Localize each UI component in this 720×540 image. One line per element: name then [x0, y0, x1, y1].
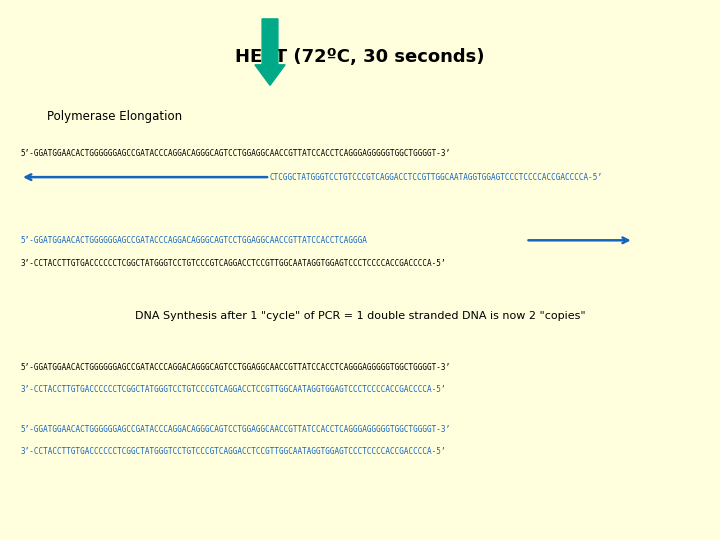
Text: 5’-GGATGGAACACTGGGGGGAGCCGATACCCAGGACAGGGCAGTCCTGGAGGCAACCGTTATCCACCTCAGGGA: 5’-GGATGGAACACTGGGGGGAGCCGATACCCAGGACAGG…	[20, 236, 367, 245]
Text: HEAT (72ºC, 30 seconds): HEAT (72ºC, 30 seconds)	[235, 48, 485, 66]
Text: Polymerase Elongation: Polymerase Elongation	[47, 110, 182, 123]
Text: 3’-CCTACCTTGTGACCCCCCTCGGCTATGGGTCCTGTCCCGTCAGGACCTCCGTTGGCAATAGGTGGAGTCCCTCCCCA: 3’-CCTACCTTGTGACCCCCCTCGGCTATGGGTCCTGTCC…	[20, 386, 446, 394]
Text: 5’-GGATGGAACACTGGGGGGAGCCGATACCCAGGACAGGGCAGTCCTGGAGGCAACCGTTATCCACCTCAGGGAGGGGG: 5’-GGATGGAACACTGGGGGGAGCCGATACCCAGGACAGG…	[20, 425, 450, 434]
Text: DNA Synthesis after 1 "cycle" of PCR = 1 double stranded DNA is now 2 "copies": DNA Synthesis after 1 "cycle" of PCR = 1…	[135, 311, 585, 321]
Text: 5’-GGATGGAACACTGGGGGGAGCCGATACCCAGGACAGGGCAGTCCTGGAGGCAACCGTTATCCACCTCAGGGAGGGGG: 5’-GGATGGAACACTGGGGGGAGCCGATACCCAGGACAGG…	[20, 150, 450, 158]
Text: 3’-CCTACCTTGTGACCCCCCTCGGCTATGGGTCCTGTCCCGTCAGGACCTCCGTTGGCAATAGGTGGAGTCCCTCCCCA: 3’-CCTACCTTGTGACCCCCCTCGGCTATGGGTCCTGTCC…	[20, 259, 446, 268]
Text: 3’-CCTACCTTGTGACCCCCCTCGGCTATGGGTCCTGTCCCGTCAGGACCTCCGTTGGCAATAGGTGGAGTCCCTCCCCA: 3’-CCTACCTTGTGACCCCCCTCGGCTATGGGTCCTGTCC…	[20, 448, 446, 456]
FancyArrow shape	[255, 19, 285, 85]
Text: 5’-GGATGGAACACTGGGGGGAGCCGATACCCAGGACAGGGCAGTCCTGGAGGCAACCGTTATCCACCTCAGGGAGGGGG: 5’-GGATGGAACACTGGGGGGAGCCGATACCCAGGACAGG…	[20, 363, 450, 372]
Text: CTCGGCTATGGGTCCTGTCCCGTCAGGACCTCCGTTGGCAATAGGTGGAGTCCCTCCCCACCGACCCCA-5’: CTCGGCTATGGGTCCTGTCCCGTCAGGACCTCCGTTGGCA…	[270, 173, 603, 181]
